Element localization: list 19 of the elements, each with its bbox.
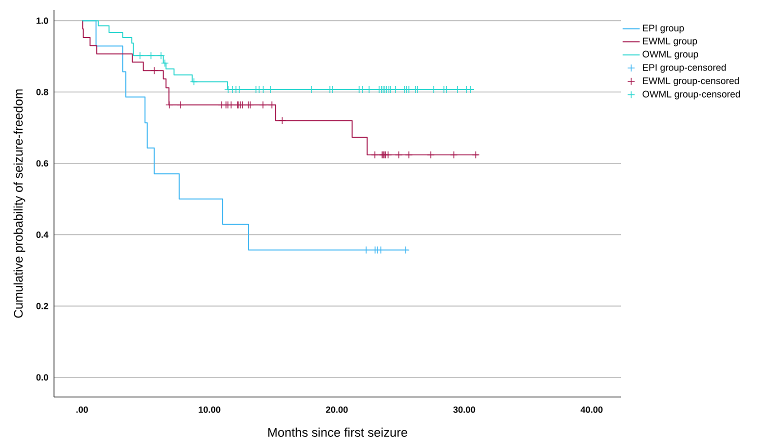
legend-label: EWML group xyxy=(642,38,698,46)
legend-label: EPI group xyxy=(642,24,684,34)
x-tick-label: 40.00 xyxy=(580,406,603,413)
y-tick-label: 0.6 xyxy=(36,160,48,167)
y-tick-label: 0.8 xyxy=(36,88,48,96)
legend-label: EWML group-censored xyxy=(642,77,739,86)
y-axis-title: Cumulative probability of seizure-freedom xyxy=(14,89,26,318)
legend-label: EPI group-censored xyxy=(642,64,726,73)
legend-label: OWML group-censored xyxy=(642,90,740,100)
x-axis-title: Months since first seizure xyxy=(268,428,408,437)
x-tick-label: 30.00 xyxy=(453,406,476,413)
y-tick-label: 1.0 xyxy=(36,18,48,24)
x-tick-label: .00 xyxy=(76,406,88,413)
x-tick-label: 20.00 xyxy=(326,406,348,413)
y-tick-label: 0.0 xyxy=(36,374,48,381)
x-tick-label: 10.00 xyxy=(198,406,220,413)
y-tick-label: 0.2 xyxy=(36,302,48,310)
y-tick-label: 0.4 xyxy=(36,232,48,238)
legend-label: OWML group xyxy=(642,50,698,60)
